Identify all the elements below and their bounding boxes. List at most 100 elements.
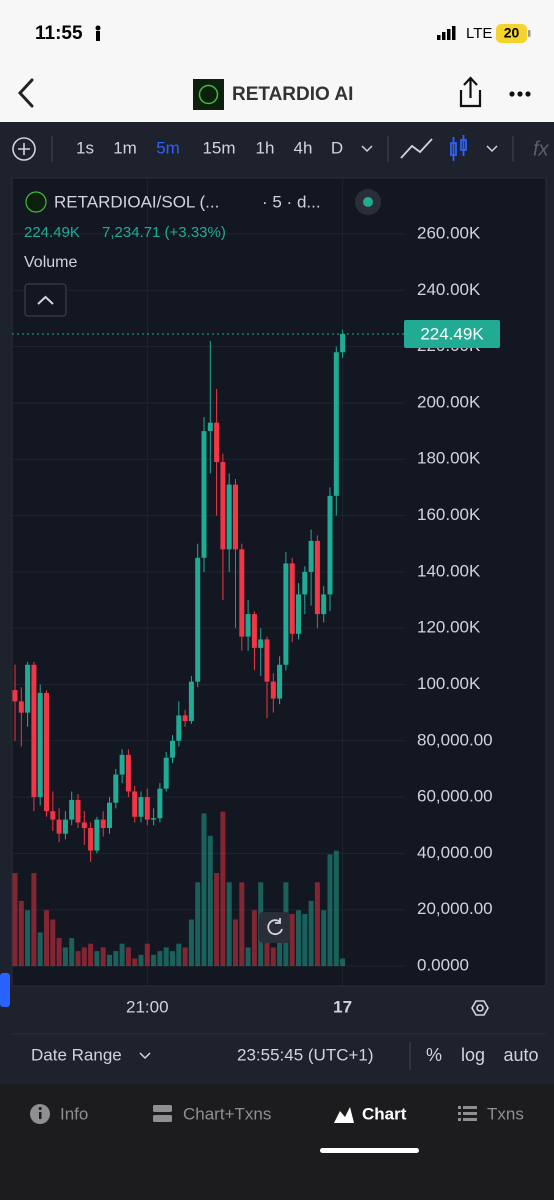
volume-bar <box>245 947 251 966</box>
volume-bar <box>56 938 62 966</box>
timezone-button[interactable]: 23:55:45 (UTC+1) <box>237 1045 374 1064</box>
candle-body <box>340 333 346 353</box>
tab[interactable]: Chart+Txns <box>183 1104 271 1123</box>
volume-bar <box>207 835 213 966</box>
tab[interactable]: Info <box>60 1104 88 1123</box>
y-tick-label: 40,000.00 <box>417 843 493 862</box>
candle-body <box>50 811 56 820</box>
y-tick-label: 240.00K <box>417 280 481 299</box>
candle-body <box>75 799 81 823</box>
interval-button[interactable]: 5m <box>156 138 180 157</box>
candle-body <box>113 774 119 803</box>
candle-body <box>195 557 201 682</box>
interval-button[interactable]: 1h <box>256 138 275 157</box>
candle-body <box>245 614 251 637</box>
candle-body <box>12 690 18 702</box>
candle-body <box>182 715 188 722</box>
volume-bar <box>182 947 188 966</box>
y-tick-label: 80,000.00 <box>417 730 493 749</box>
candle-body <box>188 681 194 722</box>
interval-button[interactable]: D <box>331 138 343 157</box>
more-button[interactable] <box>509 91 531 97</box>
side-panel-tab[interactable] <box>0 973 10 1007</box>
volume-bar <box>132 958 138 966</box>
add-indicator-button[interactable] <box>12 137 36 161</box>
volume-bar <box>302 913 308 966</box>
candle-body <box>157 788 163 819</box>
date-range-chevron <box>139 1052 151 1060</box>
tab[interactable]: Chart <box>362 1104 407 1123</box>
scale-option[interactable]: log <box>461 1045 485 1065</box>
interval-dropdown[interactable] <box>361 145 373 153</box>
chart-type-button[interactable] <box>450 135 467 161</box>
candle-body <box>62 819 68 834</box>
candle-body <box>151 818 157 820</box>
candle-body <box>170 740 175 758</box>
status-time: 11:55 <box>35 23 83 44</box>
candle-body <box>107 802 112 829</box>
scale-option[interactable]: % <box>426 1045 442 1065</box>
volume-bar <box>333 850 339 966</box>
scale-option[interactable]: auto <box>503 1045 538 1065</box>
volume-bar <box>100 947 106 966</box>
volume-bar <box>239 882 245 966</box>
candle-body <box>81 822 87 829</box>
y-tick-label: 0.0000 <box>417 955 469 974</box>
candle-body <box>289 563 295 634</box>
interval-group: 1s 1m 5m 15m 1h 4h D <box>76 138 343 157</box>
volume-bar <box>75 951 81 966</box>
volume-bar <box>62 947 68 966</box>
collapse-legend-button[interactable] <box>24 283 67 317</box>
volume-bar <box>18 900 24 966</box>
volume-bar <box>201 813 207 966</box>
battery-tip <box>528 30 531 37</box>
scale-options: % log auto <box>426 1045 539 1065</box>
volume-bar <box>157 951 163 966</box>
network-label: LTE <box>466 25 492 42</box>
volume-bar <box>314 882 320 966</box>
volume-bar <box>270 947 276 966</box>
interval-button[interactable]: 1s <box>76 138 94 157</box>
interval-button[interactable]: 15m <box>202 138 235 157</box>
chart-type-dropdown[interactable] <box>486 145 498 153</box>
candle-body <box>220 462 226 550</box>
reset-icon <box>267 918 283 936</box>
person-icon <box>95 25 101 41</box>
candle-body <box>327 495 333 595</box>
chart-panel <box>11 177 547 987</box>
reset-chart-button[interactable] <box>259 912 290 943</box>
candle-body <box>144 797 150 820</box>
plot <box>12 178 405 986</box>
volume-bar <box>81 947 87 966</box>
y-tick-label: 260.00K <box>417 224 481 243</box>
volume-bar <box>188 919 194 966</box>
candle-body <box>44 692 49 812</box>
candle-body <box>264 639 270 682</box>
interval-button[interactable]: 1m <box>113 138 137 157</box>
candle-body <box>132 791 138 817</box>
battery <box>496 24 527 43</box>
y-tick-label: 60,000.00 <box>417 787 493 806</box>
date-range-button[interactable]: Date Range <box>31 1045 122 1064</box>
candle-body <box>25 664 31 713</box>
volume-legend: Volume <box>24 254 77 271</box>
back-button[interactable] <box>17 78 34 108</box>
share-button[interactable] <box>459 76 482 108</box>
volume-bar <box>12 873 18 966</box>
interval-button[interactable]: 4h <box>294 138 313 157</box>
settings-button[interactable] <box>471 1000 489 1016</box>
drawing-tool-button[interactable] <box>400 138 433 159</box>
symbol-name[interactable]: RETARDIOAI/SOL (... <box>54 192 219 211</box>
candle-body <box>207 422 213 432</box>
volume-bar <box>107 954 112 966</box>
candle-body <box>214 422 220 463</box>
y-tick-label: 200.00K <box>417 392 481 411</box>
candle-body <box>138 797 144 817</box>
y-tick-label: 100.00K <box>417 674 481 693</box>
candle-body <box>321 594 327 615</box>
tab[interactable]: Txns <box>487 1104 524 1123</box>
candle-body <box>18 701 24 713</box>
function-button[interactable]: fx <box>533 138 550 160</box>
symbol-logo <box>25 191 47 213</box>
chart-icon <box>334 1107 354 1123</box>
